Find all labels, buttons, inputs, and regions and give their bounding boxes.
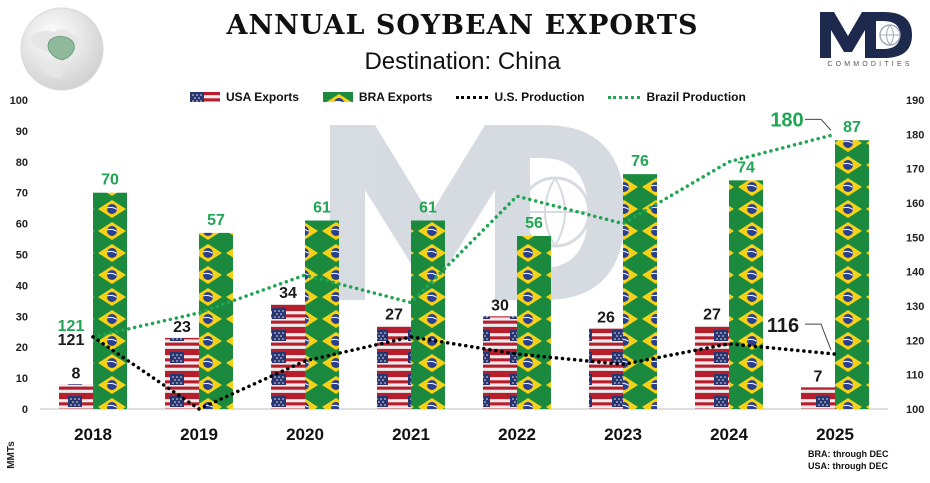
note-usa: USA: through DEC (808, 461, 888, 471)
usa-export-bar (695, 325, 729, 409)
y-right-tick-label: 140 (906, 267, 924, 279)
bra-bar-value-label: 61 (313, 200, 331, 217)
bra-export-bar (517, 235, 551, 409)
x-tick-label: 2020 (286, 425, 324, 444)
bars-layer (59, 140, 869, 410)
usa-bar-value-label: 8 (72, 365, 81, 382)
brazil-production-line (91, 132, 837, 339)
brazil-line-swatch (608, 95, 641, 99)
lines-layer (91, 132, 837, 411)
x-tick-label: 2021 (392, 425, 430, 444)
us-production-label-end: 116 (767, 315, 799, 337)
y-left-tick-label: 70 (16, 188, 28, 200)
us-production-line (91, 335, 837, 411)
bra-export-bar (411, 220, 445, 409)
x-tick-label: 2022 (498, 425, 536, 444)
y-left-tick-label: 0 (22, 404, 28, 416)
legend: USA Exports BRA Exports U.S. Production … (190, 88, 770, 106)
y-left-tick-label: 50 (16, 250, 28, 262)
brazil-production-label-start: 121 (58, 318, 85, 335)
bra-export-bar (623, 174, 657, 409)
y-left-tick-label: 10 (16, 373, 28, 385)
y-left-tick-label: 60 (16, 219, 28, 231)
usa-export-bar (589, 328, 623, 409)
usa-export-bar (165, 337, 199, 409)
bra-bar-value-label: 61 (419, 200, 437, 217)
legend-label: Brazil Production (646, 90, 746, 104)
chart-subtitle: Destination: China (364, 48, 561, 75)
y-axis-title: MMTs (6, 441, 17, 469)
bra-export-bar (199, 232, 233, 409)
usa-bar-value-label: 23 (173, 319, 191, 336)
us-production-label-start: 121 (58, 332, 85, 349)
usa-export-bar (271, 303, 305, 409)
bra-bar-value-label: 57 (207, 212, 225, 229)
x-tick-label: 2018 (74, 425, 112, 444)
legend-label: BRA Exports (358, 90, 433, 104)
us-label-leader (805, 323, 832, 351)
brazil-flag-icon (322, 92, 353, 102)
x-tick-label: 2019 (180, 425, 218, 444)
brazil-production-label-end: 180 (770, 109, 803, 131)
x-tick-label: 2024 (710, 425, 748, 444)
y-left-tick-label: 30 (16, 311, 28, 323)
x-tick-label: 2025 (816, 425, 854, 444)
y-left-tick-label: 90 (16, 126, 28, 138)
y-left-tick-label: 80 (16, 157, 28, 169)
y-right-tick-label: 190 (906, 95, 924, 107)
usa-flag-icon (190, 92, 220, 102)
bra-export-bar (93, 192, 127, 409)
bra-export-bar (305, 220, 339, 409)
usa-bar-value-label: 27 (703, 307, 721, 324)
legend-label: USA Exports (226, 90, 299, 104)
y-right-tick-label: 180 (906, 129, 924, 141)
y-right-tick-label: 100 (906, 404, 924, 416)
y-right-tick-label: 150 (906, 232, 924, 244)
y-left-tick-label: 100 (10, 95, 28, 107)
usa-bar-value-label: 27 (385, 307, 403, 324)
md-logo (820, 12, 912, 58)
bra-bar-value-label: 87 (843, 119, 861, 136)
chart-title: ANNUAL SOYBEAN EXPORTS (226, 10, 699, 41)
bra-bar-value-label: 74 (737, 159, 755, 176)
bra-bar-value-label: 56 (525, 215, 543, 232)
legend-item-bra-exports: BRA Exports (322, 90, 433, 104)
watermark (330, 125, 625, 300)
y-right-tick-label: 160 (906, 198, 924, 210)
logo-tagline: COMMODITIES (827, 61, 913, 68)
y-right-tick-label: 120 (906, 335, 924, 347)
note-bra: BRA: through DEC (808, 449, 889, 459)
usa-bar-value-label: 7 (814, 368, 823, 385)
usa-export-bar (483, 316, 517, 409)
legend-item-us-production: U.S. Production (456, 90, 584, 104)
y-right-tick-label: 110 (906, 370, 924, 382)
usa-export-bar (801, 387, 835, 409)
y-left-tick-label: 20 (16, 342, 28, 354)
usa-bar-value-label: 30 (491, 297, 509, 314)
bra-bar-value-label: 70 (101, 172, 119, 189)
us-line-swatch (456, 95, 489, 99)
bra-bar-value-label: 76 (631, 153, 649, 170)
usa-export-bar (59, 384, 93, 409)
legend-label: U.S. Production (494, 90, 585, 104)
usa-bar-value-label: 26 (597, 310, 615, 327)
usa-bar-value-label: 34 (279, 285, 297, 302)
bra-export-bar (835, 140, 869, 410)
y-right-tick-label: 130 (906, 301, 924, 313)
bra-export-bar (729, 180, 763, 409)
china-globe-icon (20, 7, 104, 91)
brazil-label-leader (805, 118, 832, 131)
x-tick-label: 2023 (604, 425, 642, 444)
axes-layer: 0 10 20 30 40 50 60 70 80 90 100 100 110 120 130 140 150… (6, 95, 924, 469)
legend-item-usa-exports: USA Exports (190, 90, 299, 104)
y-right-tick-label: 170 (906, 164, 924, 176)
legend-item-brazil-production: Brazil Production (608, 90, 746, 104)
y-left-tick-label: 40 (16, 280, 28, 292)
